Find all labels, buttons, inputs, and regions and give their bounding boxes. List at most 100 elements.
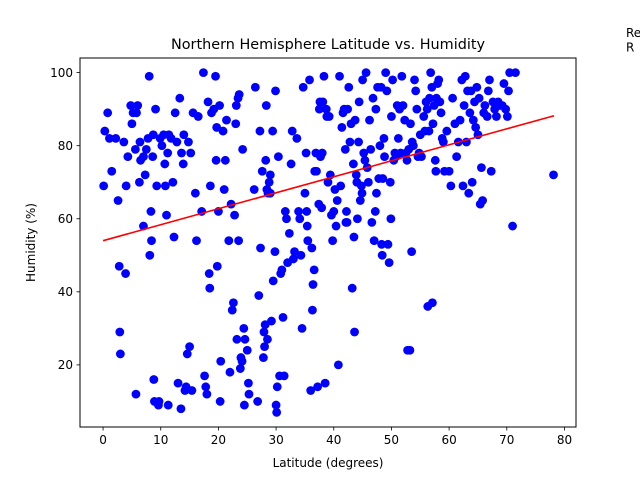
data-point [264,177,274,187]
data-point [113,196,123,205]
data-point [186,148,196,158]
data-point [385,177,395,187]
data-point [452,152,462,162]
data-point [347,283,357,293]
data-point [430,155,440,165]
data-point [105,133,114,143]
data-point [144,71,154,81]
data-point [478,196,487,205]
data-point [320,378,330,388]
data-point [297,323,307,333]
data-point [126,101,136,110]
data-point [350,327,359,337]
x-tick-label: 50 [384,433,399,447]
data-point [239,400,249,410]
data-point [268,126,278,136]
data-point [422,104,432,114]
x-tick-label: 80 [557,433,572,447]
data-point [162,210,171,220]
data-point [231,101,241,110]
data-point [511,68,520,78]
data-point [295,214,305,224]
data-point [354,97,364,107]
data-point [256,243,265,253]
data-point [502,112,512,121]
y-axis-label: Humidity (%) [24,203,38,282]
data-point [255,126,265,136]
x-tick-label: 40 [326,433,341,447]
data-point [215,397,225,406]
data-point [187,386,197,395]
data-point [257,166,267,176]
data-point [444,166,454,176]
data-point [148,152,158,162]
data-point [237,356,247,366]
data-point [386,214,396,224]
data-point [280,207,290,216]
data-point [383,239,393,249]
data-point [306,386,316,395]
data-point [253,397,263,406]
data-point [402,155,412,165]
data-point [259,353,268,362]
data-point [459,101,469,110]
data-point [477,163,486,173]
plot-area-frame [79,57,577,428]
data-point [211,71,220,81]
data-point [438,137,448,147]
x-tick-label: 0 [99,433,107,447]
data-point [357,188,367,198]
data-point [336,181,346,191]
data-point [379,133,389,143]
data-point [312,166,321,176]
data-point [154,397,164,406]
data-point [471,123,481,132]
data-point [302,207,312,216]
data-point [282,214,291,224]
data-point [146,207,156,216]
data-point [173,378,183,388]
data-point [287,126,297,136]
data-point [216,356,226,366]
data-point [345,137,355,147]
data-point [355,196,365,205]
data-point [317,148,327,158]
data-point [294,207,303,216]
data-point [485,75,494,85]
data-point [272,382,282,392]
data-point [307,243,317,253]
data-point [160,181,170,191]
data-point [227,305,237,315]
data-point [358,75,367,85]
data-point [130,144,140,154]
data-point [182,349,192,359]
data-point [319,71,329,81]
chart-title: Northern Hemisphere Latitude vs. Humidit… [171,37,485,53]
data-point [135,137,145,147]
data-point [232,334,242,344]
data-point [184,137,193,147]
annotation-line: Re [626,26,640,40]
data-point [302,221,312,231]
data-point [492,112,501,121]
points-layer [99,68,558,417]
data-point [298,82,308,92]
data-point [292,133,302,143]
data-point [121,181,131,191]
data-point [268,276,278,286]
data-point [425,93,434,103]
y-tick-label: 40 [58,285,73,299]
regression-equation-annotation: Re R [626,26,640,54]
data-point [351,170,361,180]
data-point [265,170,275,180]
data-point [250,82,260,92]
data-point [388,75,397,85]
data-point [377,250,387,260]
data-point [145,250,155,260]
data-point [286,159,296,169]
data-point [203,97,213,107]
data-point [178,159,188,169]
data-point [249,185,259,194]
data-point [244,378,253,388]
data-point [446,181,456,191]
